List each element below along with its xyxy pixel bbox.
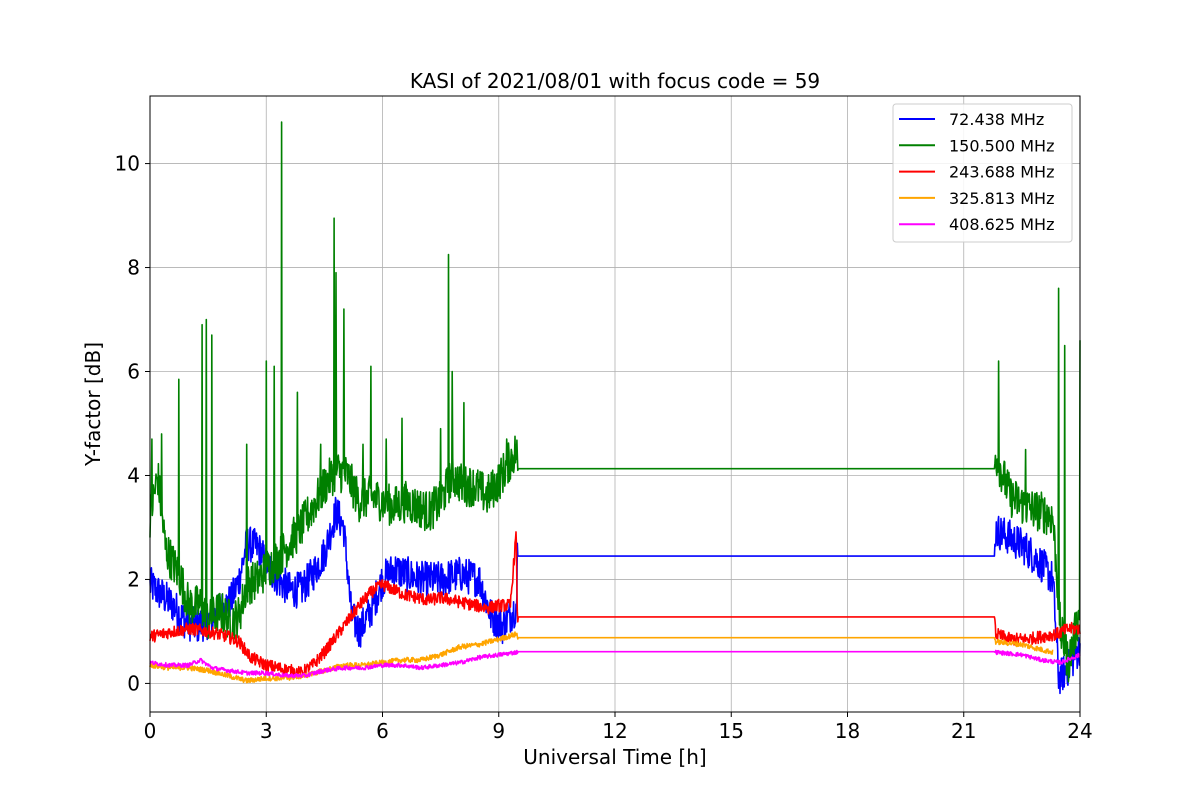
x-tick-label: 15 xyxy=(719,719,744,743)
legend-label: 150.500 MHz xyxy=(949,136,1054,155)
y-tick-label: 10 xyxy=(115,152,140,176)
legend: 72.438 MHz 150.500 MHz 243.688 MHz 325.813 … xyxy=(892,103,1073,243)
legend-label: 72.438 MHz xyxy=(949,110,1044,129)
x-tick-label: 24 xyxy=(1067,719,1092,743)
series-line-0 xyxy=(149,496,1081,695)
x-tick-label: 18 xyxy=(835,719,860,743)
grid xyxy=(149,96,1081,712)
y-tick-label: 6 xyxy=(127,360,140,384)
legend-label: 243.688 MHz xyxy=(949,163,1054,182)
x-tick-label: 6 xyxy=(376,719,389,743)
x-axis-label: Universal Time [h] xyxy=(523,745,706,769)
legend-label: 325.813 MHz xyxy=(949,189,1054,208)
chart-title: KASI of 2021/08/01 with focus code = 59 xyxy=(410,69,820,93)
series-line-3 xyxy=(149,631,1054,684)
y-tick-label: 0 xyxy=(127,671,140,695)
series-line-1 xyxy=(149,121,1081,683)
y-tick-label: 4 xyxy=(127,463,140,487)
x-tick-label: 3 xyxy=(260,719,273,743)
y-axis-label: Y-factor [dB] xyxy=(81,342,105,467)
x-tick-label: 9 xyxy=(492,719,505,743)
series-line-2 xyxy=(149,531,1081,679)
legend-label: 408.625 MHz xyxy=(949,215,1054,234)
series-line-4 xyxy=(149,649,1081,679)
series-layer xyxy=(149,121,1081,695)
legend-box xyxy=(892,103,1073,243)
x-tick-label: 0 xyxy=(144,719,157,743)
x-tick-label: 21 xyxy=(951,719,976,743)
y-tick-label: 8 xyxy=(127,256,140,280)
x-tick-label: 12 xyxy=(602,719,627,743)
y-tick-label: 2 xyxy=(127,567,140,591)
